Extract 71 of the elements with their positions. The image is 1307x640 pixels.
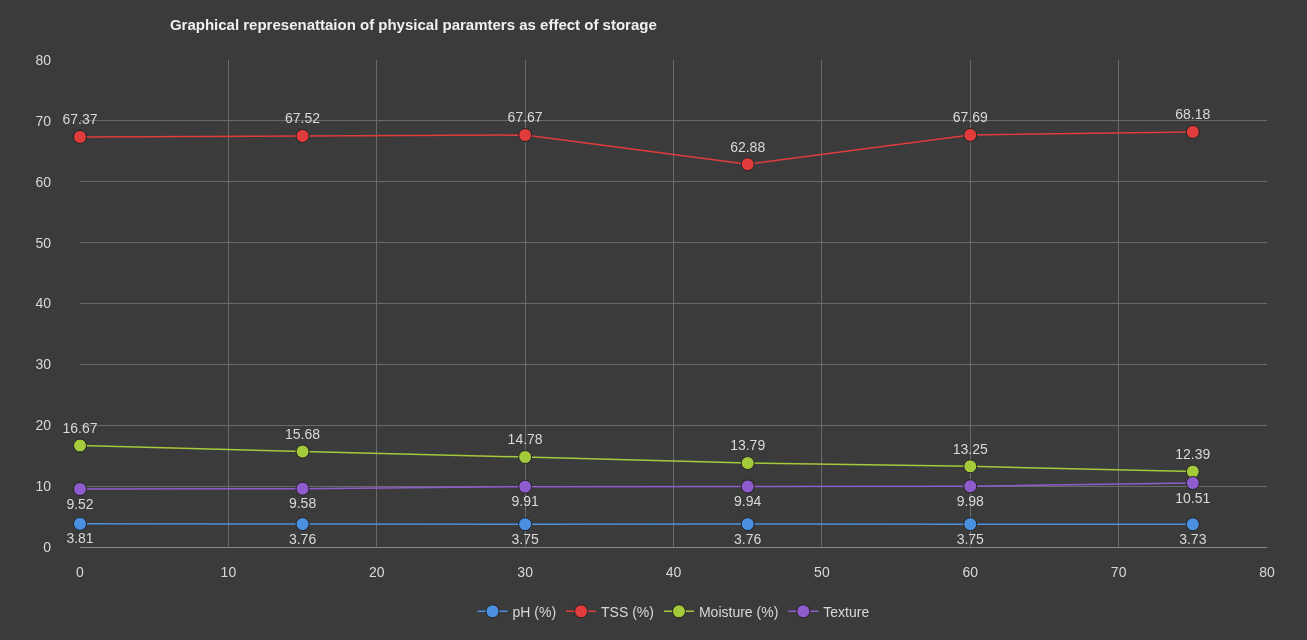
point xyxy=(740,157,755,172)
point xyxy=(73,438,87,453)
y-tick-label: 20 xyxy=(35,417,52,434)
y-tick-label: 60 xyxy=(35,173,52,190)
data-label: 3.81 xyxy=(66,530,94,547)
data-label: 67.37 xyxy=(62,111,98,128)
x-tick-label: 20 xyxy=(368,563,385,580)
legend-label: pH (%) xyxy=(512,603,557,620)
point xyxy=(518,479,533,494)
point xyxy=(963,479,978,494)
x-tick-label: 10 xyxy=(220,563,237,580)
point xyxy=(295,128,310,143)
data-label: 12.39 xyxy=(1175,445,1211,462)
x-tick-label: 30 xyxy=(517,563,534,580)
x-tick-label: 40 xyxy=(665,563,682,580)
data-label: 3.75 xyxy=(511,530,539,547)
x-tick-label: 50 xyxy=(814,563,830,580)
y-tick-label: 70 xyxy=(35,112,52,129)
point xyxy=(295,517,310,532)
data-label: 9.91 xyxy=(511,493,539,510)
point xyxy=(73,129,87,144)
point xyxy=(1185,476,1200,491)
data-label: 9.58 xyxy=(288,495,317,512)
point xyxy=(963,459,978,474)
data-label: 13.79 xyxy=(730,437,766,454)
data-label: 67.69 xyxy=(952,109,988,126)
x-tick-label: 70 xyxy=(1110,563,1127,580)
y-tick-label: 10 xyxy=(35,478,52,495)
point xyxy=(73,482,87,497)
point xyxy=(295,444,310,459)
data-label: 14.78 xyxy=(507,431,543,448)
chart-title: Graphical represenattaion of physical paramters as effect of storage xyxy=(169,15,657,33)
point xyxy=(740,517,755,532)
data-label: 15.68 xyxy=(285,425,321,442)
data-label: 13.25 xyxy=(952,440,988,457)
data-label: 16.67 xyxy=(62,419,98,436)
y-tick-label: 0 xyxy=(43,538,52,555)
y-tick-label: 80 xyxy=(35,51,52,68)
point xyxy=(963,127,978,142)
point xyxy=(518,517,533,532)
data-label: 68.18 xyxy=(1175,106,1211,123)
legend-label: TSS (%) xyxy=(601,603,654,620)
data-label: 9.94 xyxy=(734,493,762,510)
data-label: 9.98 xyxy=(956,492,985,509)
point xyxy=(740,479,755,494)
point xyxy=(963,517,978,532)
y-tick-label: 40 xyxy=(35,295,52,312)
point xyxy=(295,481,310,496)
y-tick-label: 30 xyxy=(35,356,52,373)
data-label: 67.67 xyxy=(507,109,543,126)
data-label: 67.52 xyxy=(285,110,321,127)
data-label: 3.73 xyxy=(1179,530,1207,547)
point xyxy=(1185,464,1200,479)
point xyxy=(518,128,533,143)
data-label: 3.76 xyxy=(288,530,317,547)
point xyxy=(73,516,87,531)
data-label: 62.88 xyxy=(730,138,766,155)
point xyxy=(1185,124,1200,139)
data-label: 3.75 xyxy=(956,530,985,547)
x-tick-label: 0 xyxy=(76,563,85,580)
x-tick-label: 60 xyxy=(962,563,979,580)
y-tick-label: 50 xyxy=(35,234,52,251)
data-label: 10.51 xyxy=(1175,489,1211,506)
legend-label: Texture xyxy=(823,603,870,620)
point xyxy=(740,456,755,471)
point xyxy=(1185,517,1200,532)
data-label: 3.76 xyxy=(734,530,762,547)
legend-label: Moisture (%) xyxy=(698,603,779,620)
point xyxy=(518,450,533,465)
x-tick-label: 80 xyxy=(1259,563,1275,580)
data-label: 9.52 xyxy=(66,495,94,512)
